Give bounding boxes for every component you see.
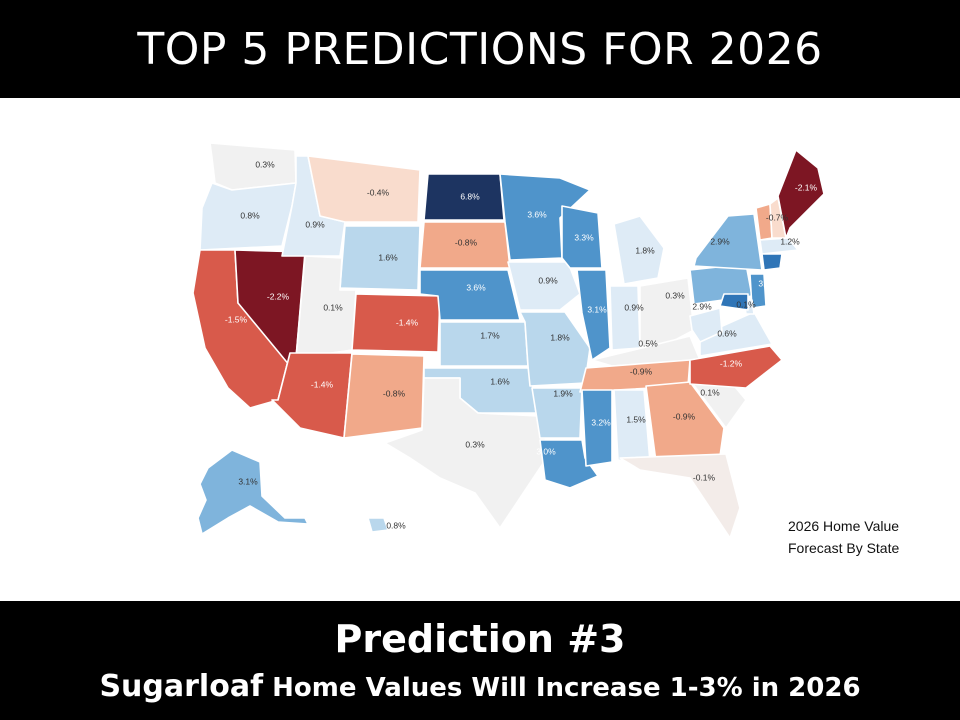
state-value-id: 0.9% [305, 219, 325, 229]
state-mo [519, 311, 591, 387]
prediction-subtitle: Sugarloaf Home Values Will Increase 1-3%… [0, 669, 960, 706]
state-value-mi: 1.8% [635, 245, 655, 255]
footer-bar: Prediction #3 Sugarloaf Home Values Will… [0, 601, 960, 720]
state-me [777, 149, 825, 239]
state-ak [197, 449, 309, 535]
state-mi [613, 215, 665, 285]
prediction-heading: Prediction #3 [334, 617, 626, 661]
state-value-ut: 0.1% [323, 302, 343, 312]
state-value-nc: -1.2% [720, 358, 743, 368]
state-ne [419, 269, 521, 321]
state-value-ga: -0.9% [673, 411, 696, 421]
state-value-nm: -0.8% [383, 388, 406, 398]
state-ma [759, 237, 799, 255]
state-md [719, 293, 749, 311]
state-in [609, 285, 641, 351]
state-value-la: 3.0% [536, 446, 556, 456]
state-value-or: 0.8% [240, 210, 260, 220]
state-value-vt: -0.7% [766, 212, 789, 222]
state-value-ia: 0.9% [538, 275, 558, 285]
state-value-ky: 0.5% [638, 338, 658, 348]
state-value-co: -1.4% [396, 317, 419, 327]
state-value-hi: 0.8% [386, 520, 406, 530]
state-or [199, 182, 297, 251]
state-value-tx: 0.3% [465, 439, 485, 449]
state-value-ar: 1.9% [553, 388, 573, 398]
state-value-pa: 2.9% [692, 301, 712, 311]
state-nc [689, 345, 783, 389]
state-value-ms: 3.2% [591, 417, 611, 427]
caption-line-1: 2026 Home Value [788, 518, 900, 534]
state-value-tn: -0.9% [630, 366, 653, 376]
state-value-ks: 1.7% [480, 330, 500, 340]
state-value-oh: 0.3% [665, 290, 685, 300]
state-mt [307, 155, 421, 223]
state-co [351, 293, 441, 353]
state-al [613, 389, 651, 463]
state-il [576, 269, 611, 361]
state-value-ak: 3.1% [238, 476, 258, 486]
state-va [699, 311, 773, 357]
state-value-wa: 0.3% [255, 159, 275, 169]
state-value-me: -2.1% [795, 182, 818, 192]
state-wv [689, 307, 723, 343]
state-value-mo: 1.8% [550, 332, 570, 342]
state-value-ma: 1.2% [780, 236, 800, 246]
state-value-de: 0.1% [736, 299, 756, 309]
state-hi [367, 517, 389, 533]
state-value-ne: 3.6% [466, 282, 486, 292]
state-value-sc: 0.1% [700, 387, 720, 397]
state-value-fl: -0.1% [693, 472, 716, 482]
state-value-in: 0.9% [624, 302, 644, 312]
state-value-az: -1.4% [311, 379, 334, 389]
state-value-nd: 6.8% [460, 191, 480, 201]
subtitle-rest: Home Values Will Increase 1-3% in 2026 [263, 673, 861, 703]
state-value-ok: 1.6% [490, 376, 510, 386]
state-value-il: 3.1% [587, 304, 607, 314]
state-ia [507, 261, 581, 311]
state-wi [561, 205, 603, 269]
state-nj [749, 273, 767, 309]
map-caption: 2026 Home Value Forecast By State [788, 515, 948, 559]
state-value-al: 1.5% [626, 414, 646, 424]
state-ks [439, 321, 529, 367]
state-wa [209, 142, 297, 191]
state-ar [531, 387, 583, 439]
subtitle-lead: Sugarloaf [99, 669, 264, 704]
state-value-wi: 3.3% [574, 232, 594, 242]
state-az [271, 352, 353, 439]
state-value-va: 0.6% [717, 328, 737, 338]
map-area: 0.3% 0.8% -1.5% -2.2% 0.9% -0.4% 1.6% 0.1% -1.4%… [0, 98, 960, 601]
state-mn [499, 173, 591, 261]
state-value-mn: 3.6% [527, 209, 547, 219]
us-forecast-map: 0.3% 0.8% -1.5% -2.2% 0.9% -0.4% 1.6% 0.1% -1.4%… [192, 142, 825, 539]
state-value-wy: 1.6% [378, 252, 398, 262]
state-value-ny: 2.9% [710, 236, 730, 246]
header-bar: TOP 5 PREDICTIONS FOR 2026 [0, 0, 960, 98]
state-ct [761, 253, 783, 271]
state-value-nv: -2.2% [267, 291, 290, 301]
state-value-ca: -1.5% [225, 314, 248, 324]
state-ms [581, 389, 613, 467]
state-value-mt: -0.4% [367, 187, 390, 197]
state-ga [645, 381, 725, 463]
state-tx [384, 377, 551, 529]
state-value-nj: 3.7% [758, 278, 778, 288]
page-title: TOP 5 PREDICTIONS FOR 2026 [137, 23, 823, 75]
caption-line-2: Forecast By State [788, 540, 900, 556]
state-value-sd: -0.8% [455, 237, 478, 247]
state-fl [619, 453, 741, 539]
state-ny [693, 213, 763, 271]
state-la [539, 439, 599, 489]
state-ky [591, 335, 701, 367]
